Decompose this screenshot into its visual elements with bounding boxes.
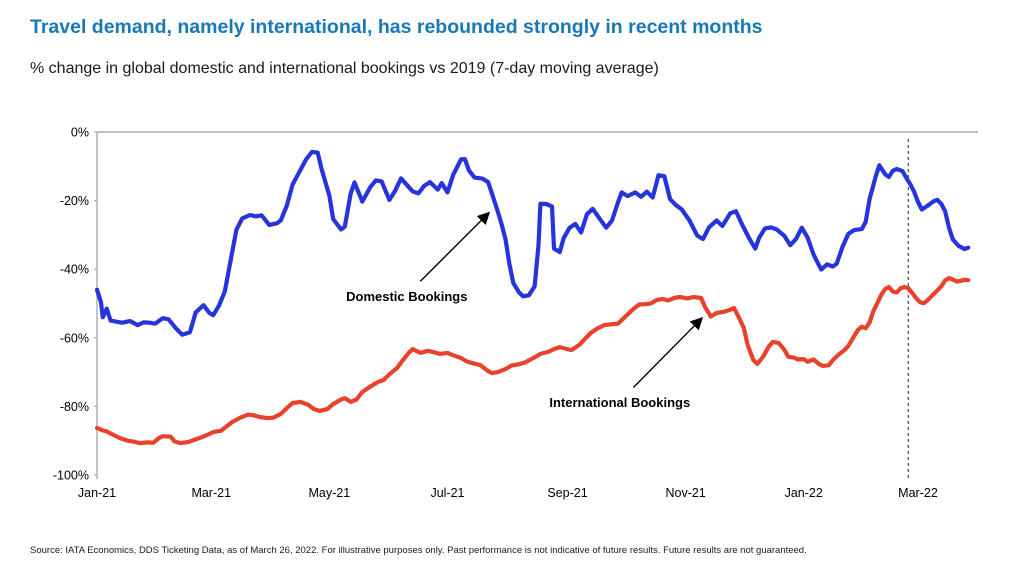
source-note: Source: IATA Economics, DDS Ticketing Da… [30,545,807,556]
x-tick-label: Nov-21 [665,486,705,500]
annotation-layer: Domestic Bookings International Bookings [346,211,704,410]
x-tick-label: Jan-21 [78,486,116,500]
page-title: Travel demand, namely international, has… [30,16,763,38]
y-tick-label: -80% [60,400,89,414]
x-tick-label: Jan-22 [785,486,823,500]
x-tick-label: Jul-21 [430,486,464,500]
international-bookings-label: International Bookings [549,395,690,410]
x-tick-label: Mar-22 [898,486,938,500]
y-tick-label: -100% [53,469,89,483]
international-bookings-arrow [632,316,704,389]
y-tick-label: -60% [60,331,89,345]
domestic-bookings-arrow [419,211,491,282]
x-tick-label: Sep-21 [547,486,587,500]
international-bookings-line [94,276,971,446]
series-layer [94,149,971,446]
axes-layer: 0% -20% -40% -60% -80% -100% Jan-21 Mar-21 May-2… [53,126,978,500]
domestic-bookings-line [94,149,971,337]
domestic-bookings-label: Domestic Bookings [346,289,467,304]
y-tick-label: -20% [60,194,89,208]
y-tick-label: 0% [71,126,89,140]
x-tick-label: May-21 [309,486,351,500]
y-tick-label: -40% [60,263,89,277]
chart-subtitle: % change in global domestic and internat… [30,60,659,77]
x-tick-label: Mar-21 [191,486,231,500]
